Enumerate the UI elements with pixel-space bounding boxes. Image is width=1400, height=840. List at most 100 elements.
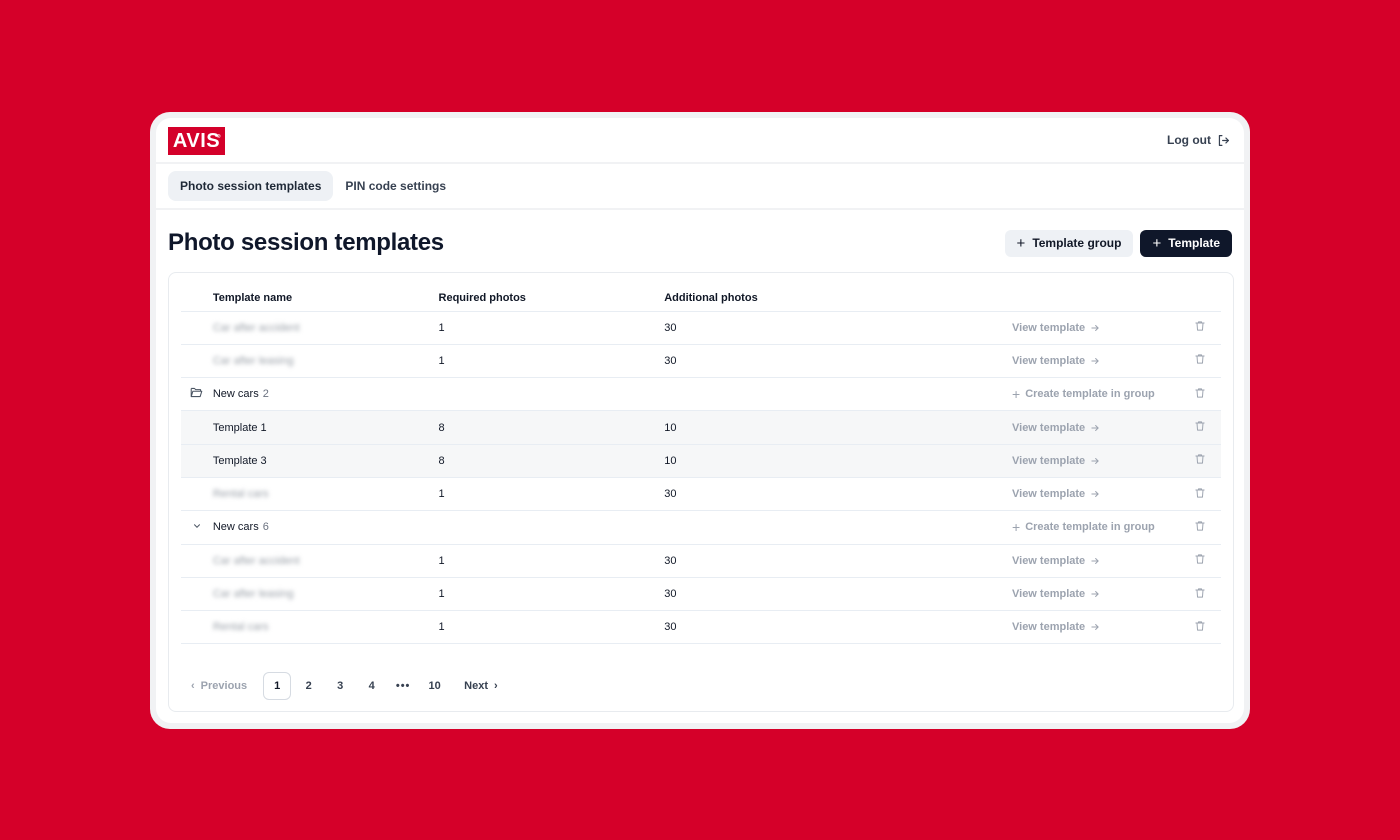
add-template-group-button[interactable]: + Template group [1004,229,1134,257]
arrow-right-icon [1091,591,1099,598]
additional-photos-value: 10 [664,421,677,434]
add-template-group-label: Template group [1032,236,1122,250]
template-name: Rental cars [212,488,269,501]
group-row[interactable]: New cars 2 + Create template in group [181,378,1221,411]
delete-template-button[interactable] [1179,311,1221,344]
templates-table-card: Template name Required photos Additional… [168,272,1234,712]
delete-template-button[interactable] [1179,611,1221,644]
required-photos-value: 8 [438,454,445,467]
additional-photos-value: 30 [664,321,677,334]
chevron-left-icon: ‹ [191,680,195,692]
delete-template-button[interactable] [1179,344,1221,377]
view-template-link[interactable]: View template [1012,588,1100,600]
page-2-button[interactable]: 2 [305,680,312,692]
table-header-row: Template name Required photos Additional… [181,273,1221,312]
group-row[interactable]: New cars 6 + Create template in group [181,511,1221,545]
page-4-button[interactable]: 4 [368,680,375,692]
template-name: Template 3 [212,454,267,467]
trash-icon [1195,388,1205,398]
page-1-button[interactable]: 1 [263,672,292,700]
required-photos-value: 1 [438,321,445,334]
group-toggle[interactable] [181,511,213,544]
delete-group-button[interactable] [1179,511,1221,544]
template-name: Car after accident [212,554,300,567]
chevron-down-icon [193,524,200,528]
additional-photos-value: 30 [664,354,677,367]
chevron-right-icon: › [493,680,498,692]
table-row: Rental cars 1 30 View template [181,611,1221,644]
view-template-link[interactable]: View template [1012,455,1100,467]
folder-open-icon [191,388,203,398]
page-header: Photo session templates + Template group… [156,210,1244,264]
column-header-additional-photos: Additional photos [664,273,1012,312]
delete-template-button[interactable] [1179,411,1221,444]
next-label: Next [464,680,488,692]
trash-icon [1195,621,1205,631]
logout-label: Log out [1167,133,1211,147]
column-header-template-name: Template name [212,273,439,312]
top-bar: AVIS ® Log out [156,118,1244,164]
tab-bar: Photo session templates PIN code setting… [156,164,1244,210]
arrow-right-icon [1091,557,1099,564]
group-name: New cars [212,388,259,401]
delete-group-button[interactable] [1179,378,1221,411]
table-row: Car after accident 1 30 View template [181,544,1221,578]
add-template-button[interactable]: + Template [1140,229,1232,257]
trash-icon [1195,554,1205,564]
arrow-right-icon [1091,457,1099,464]
table-row: Template 1 8 10 View template [181,410,1221,445]
table-row: Car after leasing 1 30 View template [181,344,1221,378]
view-template-link[interactable]: View template [1012,555,1100,567]
delete-template-button[interactable] [1179,577,1221,610]
required-photos-value: 8 [438,421,445,434]
template-name: Car after leasing [212,354,294,367]
pagination: ‹ Previous 1 2 3 4 ••• 10 Next › [181,671,507,701]
template-name: Rental cars [212,621,269,634]
pagination-ellipsis: ••• [395,680,411,692]
page-3-button[interactable]: 3 [337,680,344,692]
additional-photos-value: 30 [664,588,677,601]
view-template-link[interactable]: View template [1012,355,1100,367]
view-template-link[interactable]: View template [1012,488,1100,500]
page-title: Photo session templates [168,229,444,256]
arrow-right-icon [1091,624,1099,631]
create-template-in-group-link[interactable]: + Create template in group [1012,386,1155,403]
add-template-label: Template [1168,236,1220,250]
required-photos-value: 1 [438,588,445,601]
delete-template-button[interactable] [1179,477,1221,510]
previous-page-button[interactable]: ‹ Previous [181,672,255,700]
page-10-button[interactable]: 10 [428,680,441,692]
table-row: Rental cars 1 30 View template [181,477,1221,511]
delete-template-button[interactable] [1179,444,1221,477]
required-photos-value: 1 [438,488,445,501]
app-frame: AVIS ® Log out Photo session templates P… [150,112,1250,729]
app-window: AVIS ® Log out Photo session templates P… [156,118,1244,723]
next-page-button[interactable]: Next › [458,672,504,700]
avis-logo[interactable]: AVIS ® [168,127,225,155]
logout-button[interactable]: Log out [1167,133,1230,147]
template-name: Template 1 [212,421,267,434]
arrow-right-icon [1091,491,1099,498]
column-header-required-photos: Required photos [438,273,665,312]
trash-icon [1195,521,1205,531]
table-row: Car after accident 1 30 View template [181,311,1221,345]
table-row: Car after leasing 1 30 View template [181,577,1221,611]
registered-mark: ® [216,134,221,140]
view-template-link[interactable]: View template [1012,322,1100,334]
arrow-right-icon [1091,424,1099,431]
view-template-link[interactable]: View template [1012,422,1100,434]
view-template-link[interactable]: View template [1012,621,1100,633]
tab-photo-session-templates[interactable]: Photo session templates [168,171,334,201]
tab-pin-code-settings[interactable]: PIN code settings [345,179,447,193]
plus-icon: + [1152,234,1162,252]
trash-icon [1195,354,1205,365]
template-name: Car after leasing [212,588,294,601]
group-toggle[interactable] [181,378,213,411]
arrow-right-icon [1091,357,1099,364]
create-template-in-group-link[interactable]: + Create template in group [1012,519,1155,536]
trash-icon [1195,587,1205,598]
group-count: 2 [262,388,269,401]
template-name: Car after accident [212,321,300,334]
logout-icon [1218,134,1229,146]
delete-template-button[interactable] [1179,544,1221,577]
